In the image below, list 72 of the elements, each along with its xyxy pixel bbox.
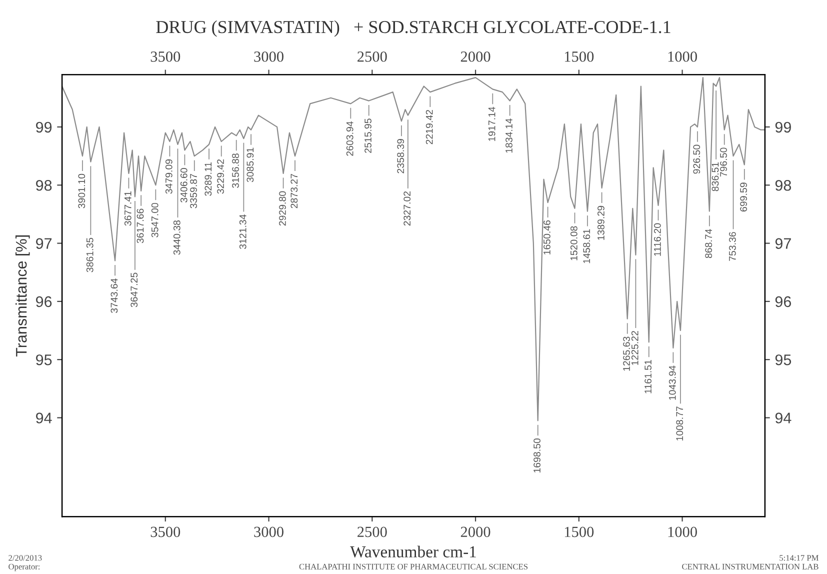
x-tick-label: 1000 <box>668 526 697 538</box>
annotation: 3085.91 <box>246 148 254 182</box>
annotation: 868.74 <box>705 229 712 258</box>
annotation: 2358.39 <box>397 139 404 174</box>
y2-tick-label: 94 <box>775 412 792 424</box>
y2-tick-label: 97 <box>775 238 791 249</box>
annotation: 796.50 <box>720 148 727 177</box>
x-tick-label: 1500 <box>564 526 594 538</box>
annotation: 3861.35 <box>86 238 94 272</box>
annotation: 3121.34 <box>239 214 246 249</box>
annotation: 3289.11 <box>204 162 212 196</box>
x-axis-title: Wavenumber cm-1 <box>350 546 476 558</box>
x2-tick-label: 3000 <box>254 51 284 62</box>
annotation: 3406.60 <box>180 168 188 202</box>
x-tick-label: 3000 <box>254 526 284 538</box>
annotation: 3743.64 <box>110 278 118 313</box>
x-tick-label: 2000 <box>460 526 490 538</box>
y2-tick-label: 99 <box>775 122 791 133</box>
annotation: 1650.46 <box>544 220 550 254</box>
annotation: 753.36 <box>728 232 736 261</box>
annotation: 1161.51 <box>644 360 652 394</box>
annotation: 2603.94 <box>346 121 354 156</box>
x2-tick-label: 2500 <box>358 51 387 62</box>
x2-tick-label: 3500 <box>150 51 180 62</box>
y2-tick-label: 98 <box>775 180 792 191</box>
x2-tick-label: 2000 <box>460 51 490 62</box>
annotation: 1917.14 <box>488 106 496 142</box>
y-tick-label: 95 <box>36 354 52 366</box>
annotation: 3156.88 <box>232 154 239 188</box>
annotation: 1520.08 <box>570 226 578 260</box>
annotation: 1389.29 <box>598 206 604 240</box>
annotation: 3901.10 <box>78 174 86 208</box>
y2-tick-label: 96 <box>775 296 792 308</box>
annotation: 3440.38 <box>173 220 180 255</box>
annotation: 3229.42 <box>217 159 224 194</box>
annotation: 2929.80 <box>279 191 286 226</box>
annotation: 699.59 <box>740 182 747 212</box>
y-tick-label: 97 <box>36 238 52 249</box>
annotation: 3547.00 <box>151 202 158 238</box>
y-axis-title: Transmittance [%] <box>16 235 30 357</box>
annotation: 1008.77 <box>676 406 684 441</box>
annotation: 1834.14 <box>506 118 512 153</box>
x2-tick-label: 1000 <box>668 51 697 62</box>
y-tick-label: 96 <box>36 296 52 308</box>
text: 5:14:17 PM CENTRAL INSTRUMENTATION LAB <box>682 555 818 570</box>
text: 2/20/2013 Operator: <box>8 555 42 572</box>
y-tick-label: 94 <box>36 412 52 424</box>
annotation: 836.51 <box>712 162 719 192</box>
annotation: 2219.42 <box>426 110 433 144</box>
annotation: 1458.61 <box>583 229 590 264</box>
chart-title: DRUG (SIMVASTATIN) + SOD.STARCH GLYCOLATE-CODE-1.1 <box>156 20 670 37</box>
y2-tick-label: 95 <box>775 354 792 366</box>
annotation: 1043.94 <box>668 366 676 400</box>
annotation: 1698.50 <box>534 438 540 472</box>
annotation: 2327.02 <box>404 191 411 226</box>
x-tick-label: 3500 <box>150 526 180 538</box>
annotation: 3617.66 <box>136 208 144 244</box>
annotation: 1116.20 <box>654 223 661 256</box>
text: CHALAPATHI INSTITUTE OF PHARMACEUTICAL SCIENCES <box>299 564 528 570</box>
annotation: 926.50 <box>693 144 700 174</box>
annotation: 3677.41 <box>124 191 132 226</box>
annotation: 3647.25 <box>130 272 138 308</box>
annotation: 1225.22 <box>631 330 638 365</box>
annotation: 2873.27 <box>290 174 298 208</box>
y-tick-label: 98 <box>36 180 52 191</box>
x-tick-label: 2500 <box>358 526 387 538</box>
annotation: 2515.95 <box>364 118 372 153</box>
x2-tick-label: 1500 <box>564 51 594 62</box>
annotation: 3479.09 <box>165 159 172 194</box>
annotation: 1265.63 <box>623 336 630 371</box>
annotation: 3359.87 <box>190 174 197 208</box>
y-tick-label: 99 <box>36 122 52 133</box>
